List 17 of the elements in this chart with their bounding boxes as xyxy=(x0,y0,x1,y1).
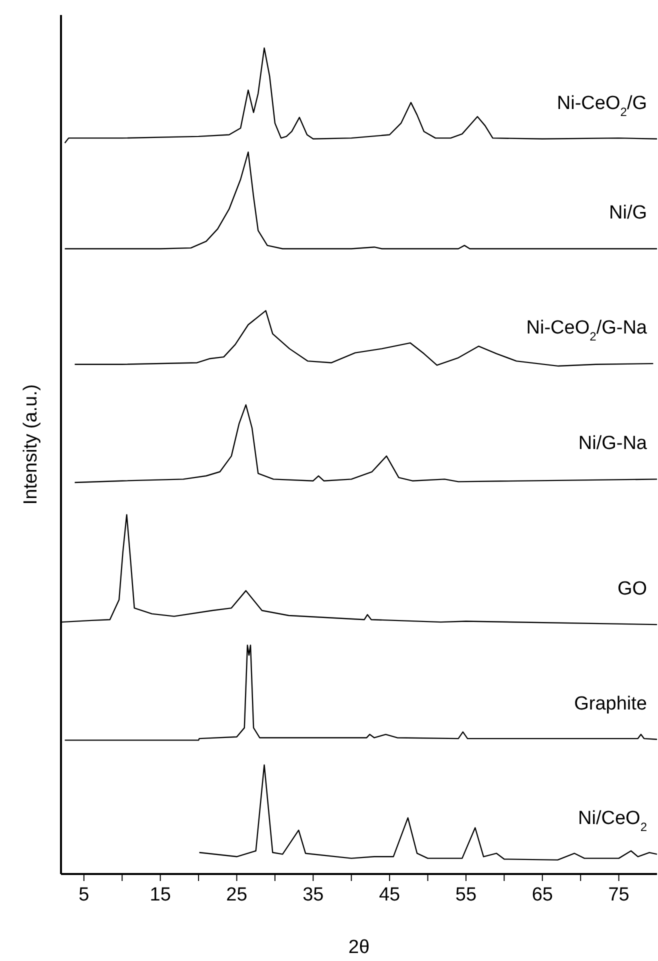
series-label: Graphite xyxy=(574,693,647,714)
x-axis-title: 2θ xyxy=(348,937,370,958)
x-tick-label: 45 xyxy=(378,884,400,906)
y-axis-title: Intensity (a.u.) xyxy=(20,384,42,505)
x-tick-label: 55 xyxy=(455,884,477,906)
series-label: GO xyxy=(617,578,647,600)
x-tick-label: 35 xyxy=(302,884,324,906)
x-tick-label: 75 xyxy=(608,884,630,906)
x-tick-label: 15 xyxy=(150,884,171,906)
x-tick-label: 5 xyxy=(78,884,90,906)
series-label: Ni-CeO$_{2}$/G xyxy=(556,92,647,119)
series-label: Ni/CeO$_{2}$ xyxy=(578,808,648,834)
series-label: Ni/G-Na xyxy=(578,433,648,454)
x-tick-label: 25 xyxy=(226,884,248,906)
x-tick-label: 65 xyxy=(532,884,553,906)
series-label: Ni/G xyxy=(609,202,647,224)
series-label: Ni-CeO$_{2}$/G-Na xyxy=(526,318,648,344)
